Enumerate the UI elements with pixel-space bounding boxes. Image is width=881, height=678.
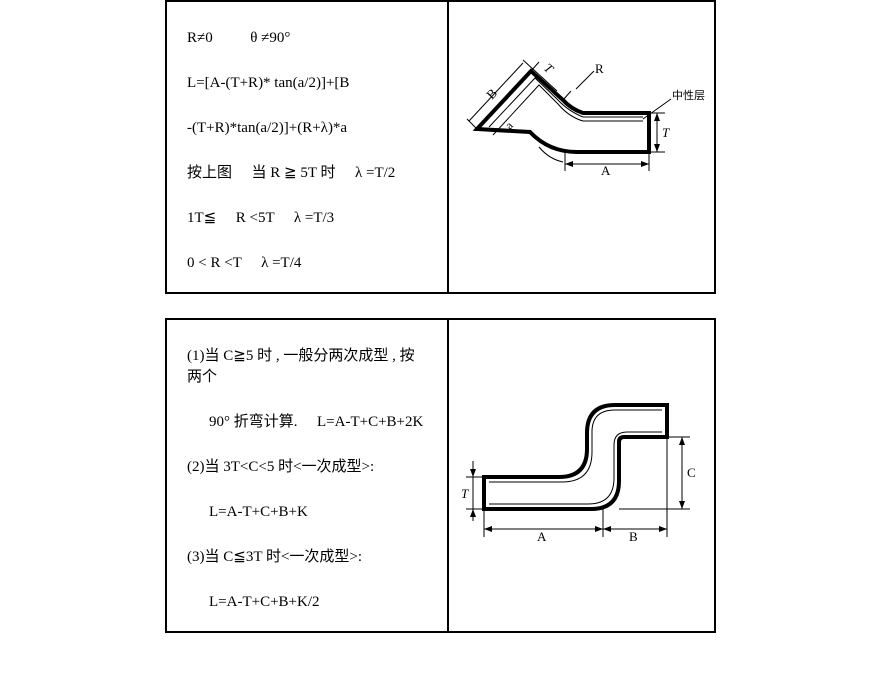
dim-label-C: C	[687, 465, 696, 480]
arrow	[679, 437, 685, 445]
formula-row: L=A-T+C+B+K	[187, 502, 427, 523]
formula-text: λ =T/2	[355, 165, 395, 181]
dim-label-B: B	[629, 529, 638, 544]
formula-row: R≠0 θ ≠90°	[187, 28, 427, 49]
arrow	[484, 526, 492, 532]
formula-row: 90° 折弯计算. L=A-T+C+B+2K	[187, 412, 427, 433]
formula-text: L=A-T+C+B+K/2	[209, 594, 320, 610]
dim-line	[576, 71, 594, 89]
table-1-diagram: T R a B T A	[449, 2, 714, 292]
dim-label-B: B	[483, 85, 500, 102]
formula-row: (3)当 C≦3T 时<一次成型>:	[187, 547, 427, 568]
dim-label-A: A	[601, 163, 611, 178]
arrow	[641, 161, 649, 167]
dim-ext	[531, 62, 539, 71]
formula-row: 按上图 当 R ≧ 5T 时 λ =T/2	[187, 163, 427, 184]
formula-row: (2)当 3T<C<5 时<一次成型>:	[187, 457, 427, 478]
formula-row: L=A-T+C+B+K/2	[187, 592, 427, 613]
arrow	[565, 161, 573, 167]
formula-text: L=[A-(T+R)* tan(a/2)]+[B	[187, 75, 349, 91]
formula-text: (1)当 C≧5 时 , 一般分两次成型 , 按两个	[187, 348, 415, 385]
formula-text: R≠0	[187, 30, 213, 46]
z-inner-line2	[489, 432, 662, 504]
formula-text: 0 < R <T	[187, 255, 242, 271]
table-1: R≠0 θ ≠90° L=[A-(T+R)* tan(a/2)]+[B -(T+…	[165, 0, 716, 294]
formula-text: (3)当 C≦3T 时<一次成型>:	[187, 549, 362, 565]
formula-row: 0 < R <T λ =T/4	[187, 253, 427, 274]
table-2-formulas: (1)当 C≧5 时 , 一般分两次成型 , 按两个 90° 折弯计算. L=A…	[167, 320, 449, 631]
bend-inner-line	[493, 85, 643, 135]
formula-text: θ ≠90°	[250, 30, 290, 46]
table-2: (1)当 C≧5 时 , 一般分两次成型 , 按两个 90° 折弯计算. L=A…	[165, 318, 716, 633]
formula-text: λ =T/4	[261, 255, 301, 271]
formula-text: λ =T/3	[294, 210, 334, 226]
arrow	[595, 526, 603, 532]
dim-label-R: R	[595, 61, 604, 76]
formula-text: L=A-T+C+B+K	[209, 504, 308, 520]
formula-row: L=[A-(T+R)* tan(a/2)]+[B	[187, 73, 427, 94]
bent-angle-diagram: T R a B T A	[449, 47, 714, 247]
dim-ext	[563, 91, 571, 100]
formula-text: L=A-T+C+B+2K	[317, 414, 423, 430]
formula-row: 1T≦ R <5T λ =T/3	[187, 208, 427, 229]
table-2-diagram: A B C T	[449, 320, 714, 631]
z-bend-diagram: A B C T	[449, 361, 714, 591]
formula-text: -(T+R)*tan(a/2)]+(R+λ)*a	[187, 120, 347, 136]
dim-label-A: A	[537, 529, 547, 544]
dim-label-T: T	[541, 60, 557, 77]
arrow	[603, 526, 611, 532]
dim-ext	[467, 119, 477, 129]
arrow	[659, 526, 667, 532]
arrow	[679, 501, 685, 509]
dim-label-T2: T	[662, 125, 670, 140]
formula-row: (1)当 C≧5 时 , 一般分两次成型 , 按两个	[187, 346, 427, 388]
bend-outer-outline	[477, 71, 649, 152]
formula-text: 1T≦	[187, 210, 216, 226]
formula-text: 当 R ≧ 5T 时	[252, 165, 336, 181]
z-bend-outline	[484, 405, 667, 509]
table-1-formulas: R≠0 θ ≠90° L=[A-(T+R)* tan(a/2)]+[B -(T+…	[167, 2, 449, 292]
arrow	[654, 113, 660, 121]
neutral-layer-label: 中性层	[672, 88, 705, 102]
formula-text: R <5T	[236, 210, 275, 226]
formula-text: (2)当 3T<C<5 时<一次成型>:	[187, 459, 374, 475]
formula-text: 90° 折弯计算.	[209, 414, 298, 430]
formula-row: -(T+R)*tan(a/2)]+(R+λ)*a	[187, 118, 427, 139]
formula-text: 按上图	[187, 165, 232, 181]
dim-label-T: T	[461, 486, 469, 501]
arrow	[654, 144, 660, 152]
